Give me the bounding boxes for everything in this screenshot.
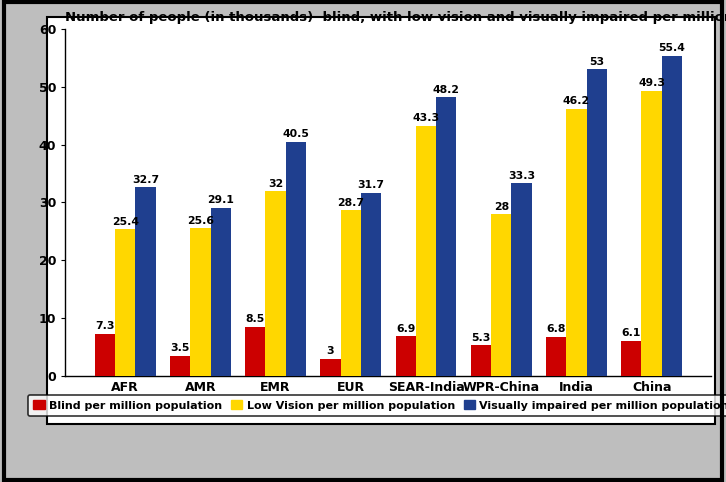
Text: 43.3: 43.3 <box>412 113 439 123</box>
Legend: Blind per million population, Low Vision per million population, Visually impair: Blind per million population, Low Vision… <box>28 395 726 416</box>
Bar <box>621 341 642 376</box>
Bar <box>245 327 266 376</box>
Text: 40.5: 40.5 <box>282 129 309 139</box>
Bar <box>511 183 531 376</box>
Bar <box>546 336 566 376</box>
Text: Number of people (in thousands)  blind, with low vision and visually impaired pe: Number of people (in thousands) blind, w… <box>65 11 726 24</box>
Text: 49.3: 49.3 <box>638 79 665 89</box>
Text: 29.1: 29.1 <box>207 195 234 205</box>
Bar <box>115 229 135 376</box>
Text: 6.1: 6.1 <box>621 328 641 338</box>
Text: 5.3: 5.3 <box>471 333 491 343</box>
Bar <box>416 125 436 376</box>
Text: 7.3: 7.3 <box>95 321 115 332</box>
Bar <box>286 142 306 376</box>
Text: 46.2: 46.2 <box>563 96 590 107</box>
Bar <box>566 109 587 376</box>
Bar <box>211 208 231 376</box>
Bar <box>170 356 190 376</box>
Text: 32.7: 32.7 <box>132 174 159 185</box>
Text: 33.3: 33.3 <box>508 171 535 181</box>
Text: 25.6: 25.6 <box>187 215 214 226</box>
Bar <box>436 97 457 376</box>
Bar <box>396 336 416 376</box>
Text: 48.2: 48.2 <box>433 85 460 95</box>
Bar <box>135 187 155 376</box>
Text: 25.4: 25.4 <box>112 217 139 227</box>
Bar <box>491 214 511 376</box>
Text: 6.8: 6.8 <box>547 324 566 335</box>
Bar <box>340 210 361 376</box>
Bar <box>361 193 381 376</box>
Text: 31.7: 31.7 <box>358 180 385 190</box>
Text: 32: 32 <box>268 178 283 188</box>
Text: 28.7: 28.7 <box>338 198 364 208</box>
Bar <box>587 69 607 376</box>
Bar <box>94 334 115 376</box>
Bar <box>190 228 211 376</box>
Text: 28: 28 <box>494 201 509 212</box>
Bar <box>266 191 286 376</box>
Bar <box>320 359 340 376</box>
Text: 8.5: 8.5 <box>245 314 265 324</box>
Bar <box>662 55 682 376</box>
Bar <box>642 91 662 376</box>
Text: 3.5: 3.5 <box>171 343 189 353</box>
Bar <box>470 345 491 376</box>
Text: 6.9: 6.9 <box>396 324 415 334</box>
Text: 53: 53 <box>590 57 604 67</box>
Text: 3: 3 <box>327 346 334 356</box>
Text: 55.4: 55.4 <box>658 43 685 53</box>
